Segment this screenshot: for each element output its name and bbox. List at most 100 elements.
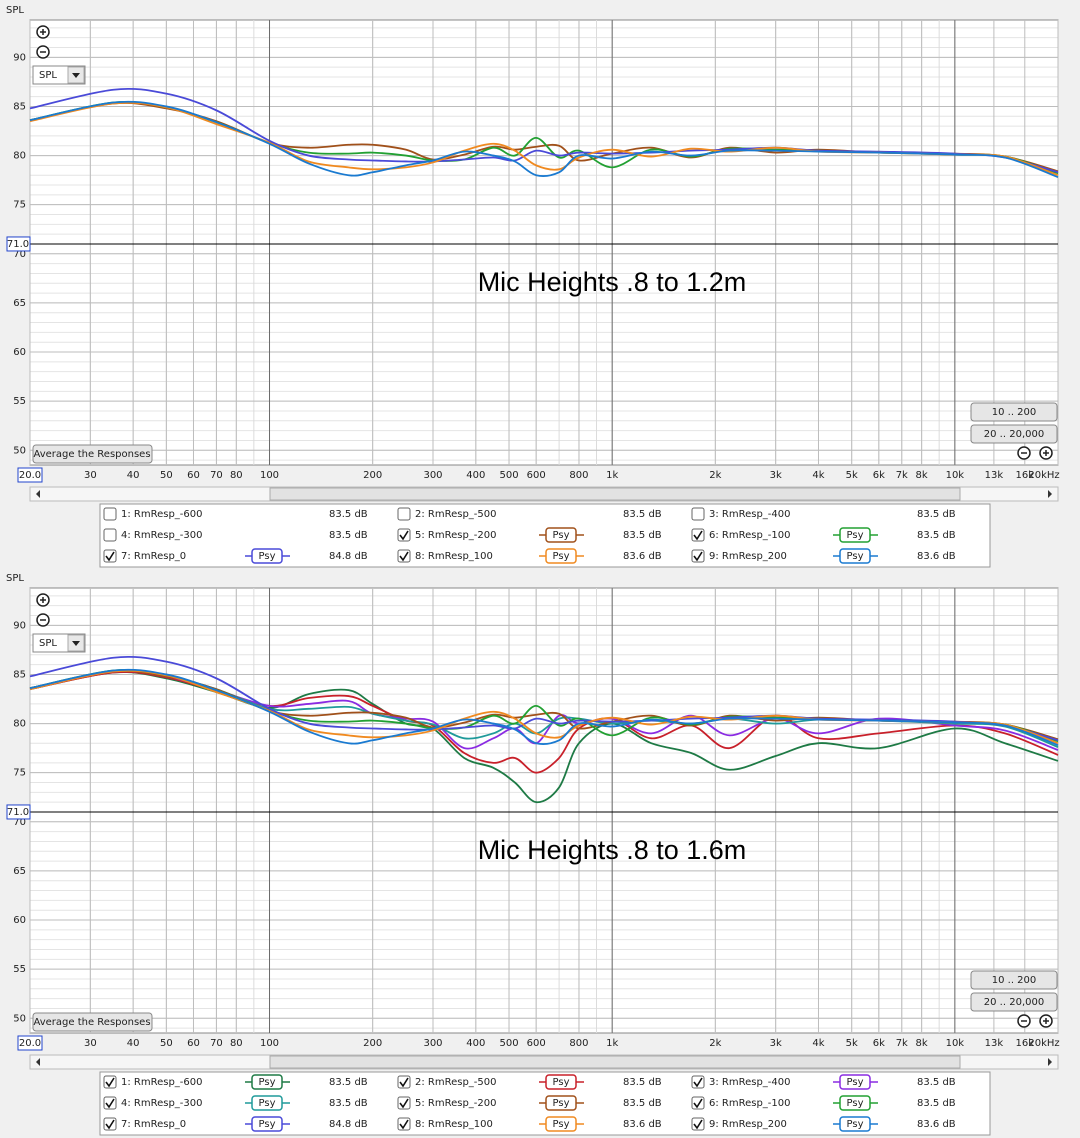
legend-name: 2: RmResp_-500 — [415, 1077, 497, 1088]
psy-label: Psy — [847, 1119, 864, 1130]
cursor-y-box — [6, 804, 31, 820]
range-button[interactable] — [970, 424, 1058, 444]
legend-level: 83.5 dB — [329, 530, 368, 541]
x-tick-label: 7k — [896, 1038, 908, 1049]
psy-button[interactable] — [839, 1095, 871, 1111]
x-tick-label: 16k — [1016, 470, 1035, 481]
psy-button[interactable] — [251, 1074, 283, 1090]
legend-level: 83.5 dB — [917, 509, 956, 520]
checkbox[interactable] — [691, 528, 705, 542]
checkbox[interactable] — [397, 549, 411, 563]
legend-name: 9: RmResp_200 — [709, 551, 787, 562]
x-tick-label: 4k — [812, 1038, 824, 1049]
x-tick-label: 5k — [846, 1038, 858, 1049]
x-tick-label: 40 — [127, 1038, 140, 1049]
psy-label: Psy — [259, 1077, 276, 1088]
y-tick-label: 75 — [13, 200, 26, 211]
y-tick-label: 55 — [13, 964, 26, 975]
x-tick-label: 400 — [466, 470, 485, 481]
range-button[interactable] — [970, 970, 1058, 990]
checkbox[interactable] — [397, 507, 411, 521]
checkbox[interactable] — [397, 1117, 411, 1131]
psy-button[interactable] — [545, 1116, 577, 1132]
legend-name: 6: RmResp_-100 — [709, 530, 791, 541]
x-tick-label: 80 — [230, 470, 243, 481]
psy-button[interactable] — [545, 1074, 577, 1090]
x-tick-label: 10k — [946, 1038, 965, 1049]
psy-button[interactable] — [839, 527, 871, 543]
checkbox[interactable] — [691, 549, 705, 563]
psy-button[interactable] — [545, 527, 577, 543]
psy-label: Psy — [259, 1119, 276, 1130]
x-tick-label: 30 — [84, 470, 97, 481]
checkbox[interactable] — [691, 1075, 705, 1089]
average-button[interactable] — [32, 1012, 153, 1032]
cursor-y-box — [6, 236, 31, 252]
psy-label: Psy — [553, 530, 570, 541]
checkbox[interactable] — [103, 507, 117, 521]
psy-label: Psy — [847, 1098, 864, 1109]
checkbox[interactable] — [103, 1117, 117, 1131]
x-tick-label: 4k — [812, 470, 824, 481]
psy-label: Psy — [553, 1077, 570, 1088]
cursor-x-box — [17, 467, 43, 483]
x-tick-label: 3k — [770, 1038, 782, 1049]
x-tick-label: 6k — [873, 470, 885, 481]
x-tick-label: 2k — [709, 470, 721, 481]
response-curve — [29, 100, 1059, 179]
scrollbar-thumb[interactable] — [269, 1055, 961, 1069]
legend-name: 3: RmResp_-400 — [709, 509, 791, 520]
checkmark — [693, 530, 703, 541]
checkbox[interactable] — [103, 528, 117, 542]
psy-button[interactable] — [251, 1116, 283, 1132]
checkmark — [399, 1119, 409, 1130]
checkbox[interactable] — [691, 1096, 705, 1110]
psy-label: Psy — [553, 1098, 570, 1109]
psy-label: Psy — [259, 1098, 276, 1109]
average-button[interactable] — [32, 444, 153, 464]
checkbox[interactable] — [691, 507, 705, 521]
psy-button[interactable] — [545, 548, 577, 564]
psy-button[interactable] — [839, 548, 871, 564]
psy-button[interactable] — [251, 1095, 283, 1111]
y-tick-label: 80 — [13, 719, 26, 730]
cursor-y-label: 71.0 — [7, 239, 29, 250]
checkmark — [693, 1077, 703, 1088]
x-tick-label: 8k — [916, 470, 928, 481]
y-tick-label: 85 — [13, 101, 26, 112]
dropdown-value: SPL — [39, 70, 57, 81]
legend-level: 83.5 dB — [329, 1077, 368, 1088]
checkbox[interactable] — [103, 1096, 117, 1110]
psy-button[interactable] — [839, 1116, 871, 1132]
x-tick-label: 70 — [210, 1038, 223, 1049]
checkmark — [693, 1098, 703, 1109]
legend-level: 83.6 dB — [623, 551, 662, 562]
psy-button[interactable] — [839, 1074, 871, 1090]
scroll-arrow — [1048, 1058, 1052, 1066]
response-curve — [29, 668, 1059, 747]
checkbox[interactable] — [103, 1075, 117, 1089]
legend-level: 83.5 dB — [623, 509, 662, 520]
legend-name: 3: RmResp_-400 — [709, 1077, 791, 1088]
psy-button[interactable] — [545, 1095, 577, 1111]
range-button[interactable] — [970, 402, 1058, 422]
scrollbar-thumb[interactable] — [269, 487, 961, 501]
chart-panel: 50 55 60 65 70 75 80 85 90 20.0 30 40 50 60 70 80 100 200… — [0, 0, 1080, 568]
y-tick-label: 90 — [13, 52, 26, 63]
x-tick-label: 70 — [210, 470, 223, 481]
y-tick-label: 80 — [13, 151, 26, 162]
legend-name: 1: RmResp_-600 — [121, 509, 203, 520]
checkbox[interactable] — [397, 1096, 411, 1110]
checkmark — [105, 551, 115, 562]
legend-name: 9: RmResp_200 — [709, 1119, 787, 1130]
checkbox[interactable] — [691, 1117, 705, 1131]
checkbox[interactable] — [397, 1075, 411, 1089]
x-tick-label: 7k — [896, 470, 908, 481]
psy-label: Psy — [553, 1119, 570, 1130]
psy-button[interactable] — [251, 548, 283, 564]
checkmark — [399, 530, 409, 541]
x-tick-label: 60 — [187, 1038, 200, 1049]
range-button[interactable] — [970, 992, 1058, 1012]
checkbox[interactable] — [103, 549, 117, 563]
checkbox[interactable] — [397, 528, 411, 542]
